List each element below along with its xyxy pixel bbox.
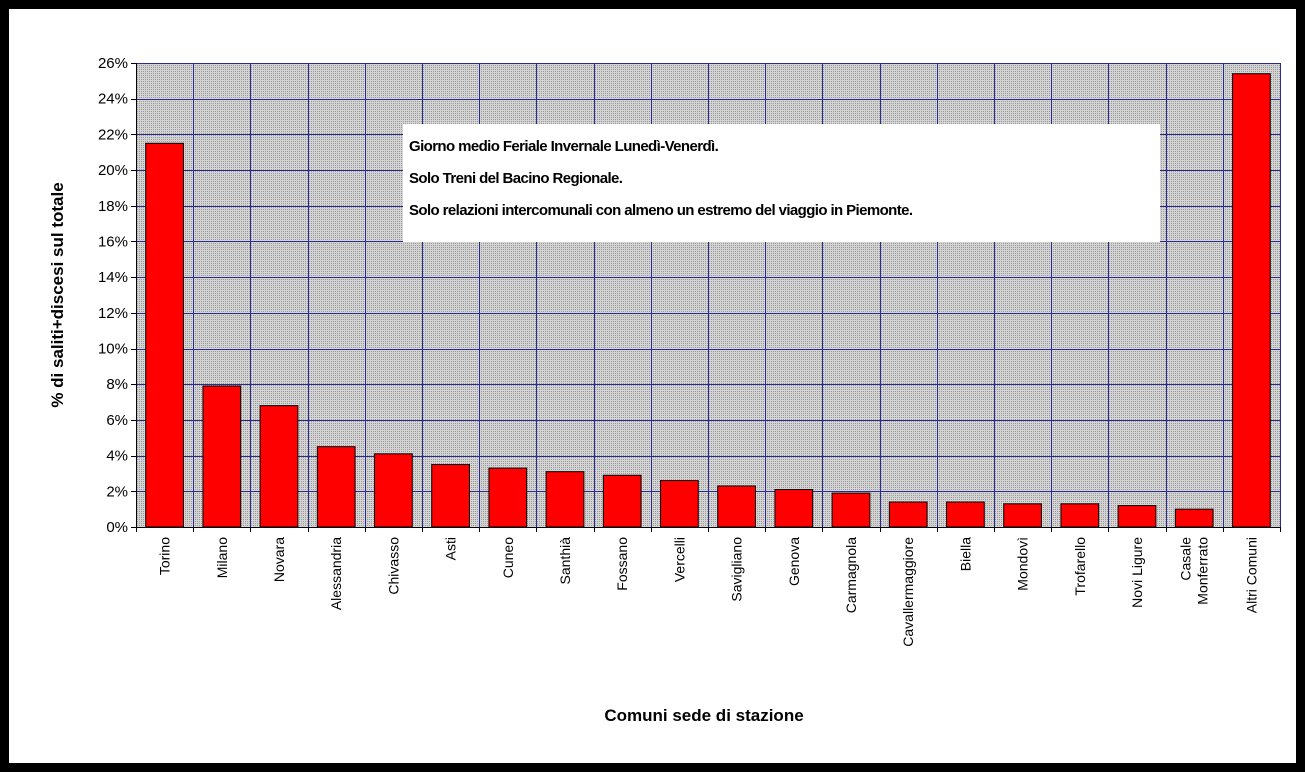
x-category-label: Genova: [786, 537, 802, 586]
x-tick-label: Santhià: [557, 537, 573, 585]
bar: [1060, 503, 1100, 528]
y-tick-label: 18%: [98, 198, 128, 215]
y-tick-label: 6%: [106, 412, 128, 429]
x-tick-label: Monferrato: [1195, 537, 1211, 605]
x-category-label: Asti: [443, 537, 459, 560]
bar: [660, 480, 699, 528]
bar: [145, 142, 184, 528]
bar: [545, 471, 585, 528]
bar: [946, 501, 985, 528]
bar: [374, 453, 413, 528]
x-tick-label: Milano: [214, 537, 230, 578]
bar: [316, 446, 356, 528]
x-category-label: Altri Comuni: [1243, 537, 1259, 613]
bars: [145, 73, 1271, 528]
x-category-label: Savigliano: [729, 537, 745, 602]
y-tick-label: 22%: [98, 126, 128, 143]
bar: [888, 501, 928, 528]
y-tick-label: 2%: [106, 483, 128, 500]
x-tick-label: Vercelli: [671, 537, 687, 582]
y-tick-label: 26%: [98, 55, 128, 72]
bar: [774, 489, 814, 528]
y-tick-label: 4%: [106, 448, 128, 465]
x-category-label: Vercelli: [671, 537, 687, 582]
y-tick-label: 14%: [98, 269, 128, 286]
bar: [1232, 73, 1271, 528]
x-category-label: Cavallermaggiore: [900, 537, 916, 647]
bar: [602, 474, 642, 528]
y-tick-labels: 0% 2% 4% 6% 8% 10% 12% 14% 16% 18% 20% 22% 24% 26%: [98, 55, 128, 536]
bar-chart: 0% 2% 4% 6% 8% 10% 12% 14% 16% 18% 20% 22% 24% 26% To…: [48, 55, 1281, 725]
y-tick-label: 10%: [98, 341, 128, 358]
annotation-box: Giorno medio Feriale Invernale Lunedì-Ve…: [403, 124, 1160, 242]
y-tick-label: 0%: [106, 519, 128, 536]
y-tick-label: 16%: [98, 233, 128, 250]
x-category-label: Cuneo: [500, 537, 516, 578]
x-category-label: Mondovì: [1015, 537, 1031, 591]
annotation-line: Giorno medio Feriale Invernale Lunedì-Ve…: [409, 138, 719, 155]
x-category-label: Fossano: [614, 537, 630, 591]
x-tick-label: Cuneo: [500, 537, 516, 578]
y-axis-title: % di saliti+discesi sul totale: [48, 182, 67, 407]
x-category-label: Milano: [214, 537, 230, 578]
annotation-line: Solo Treni del Bacino Regionale.: [409, 170, 623, 187]
bar: [831, 492, 871, 528]
x-category-label: Carmagnola: [843, 537, 859, 613]
x-tick-label: Casale: [1178, 537, 1194, 581]
x-tick-label: Savigliano: [729, 537, 745, 602]
bar: [717, 485, 756, 528]
bar: [431, 464, 470, 528]
bar: [202, 385, 242, 528]
x-tick-label: Cavallermaggiore: [900, 537, 916, 647]
x-tick-label: Fossano: [614, 537, 630, 591]
x-tick-label: Novi Ligure: [1129, 537, 1145, 608]
annotation-line: Solo relazioni intercomunali con almeno …: [409, 202, 913, 219]
y-tick-label: 8%: [106, 376, 128, 393]
y-tick-label: 12%: [98, 305, 128, 322]
bar: [1117, 505, 1157, 528]
x-axis-title: Comuni sede di stazione: [604, 706, 803, 725]
x-category-label: Novi Ligure: [1129, 537, 1145, 608]
x-category-label: Torino: [157, 537, 173, 575]
x-tick-label: Genova: [786, 537, 802, 586]
y-tick-label: 24%: [98, 91, 128, 108]
x-category-label: Novara: [271, 537, 287, 582]
chart-frame: 0% 2% 4% 6% 8% 10% 12% 14% 16% 18% 20% 22% 24% 26% To…: [9, 9, 1296, 763]
y-tick-label: 20%: [98, 162, 128, 179]
x-tick-label: Altri Comuni: [1243, 537, 1259, 613]
x-category-label: Biella: [957, 537, 973, 571]
bar: [488, 467, 528, 528]
x-tick-label: Torino: [157, 537, 173, 575]
x-tick-labels: Torino Milano Novara Alessandria Chivasso Ast…: [157, 537, 1260, 647]
x-tick-label: Mondovì: [1015, 537, 1031, 591]
x-category-label: Chivasso: [385, 537, 401, 595]
x-tick-label: Asti: [443, 537, 459, 560]
bar: [1003, 503, 1042, 528]
x-category-label: Casale Monferrato: [1178, 537, 1211, 605]
x-tick-label: Novara: [271, 537, 287, 582]
x-category-label: Santhià: [557, 537, 573, 585]
x-category-label: Alessandria: [328, 537, 344, 610]
x-tick-label: Trofarello: [1072, 537, 1088, 596]
axes: [131, 63, 1281, 532]
x-tick-label: Chivasso: [385, 537, 401, 595]
bar: [1174, 508, 1214, 528]
x-tick-label: Carmagnola: [843, 537, 859, 613]
x-tick-label: Alessandria: [328, 537, 344, 610]
x-tick-label: Biella: [957, 537, 973, 571]
bar: [259, 405, 299, 528]
x-category-label: Trofarello: [1072, 537, 1088, 596]
